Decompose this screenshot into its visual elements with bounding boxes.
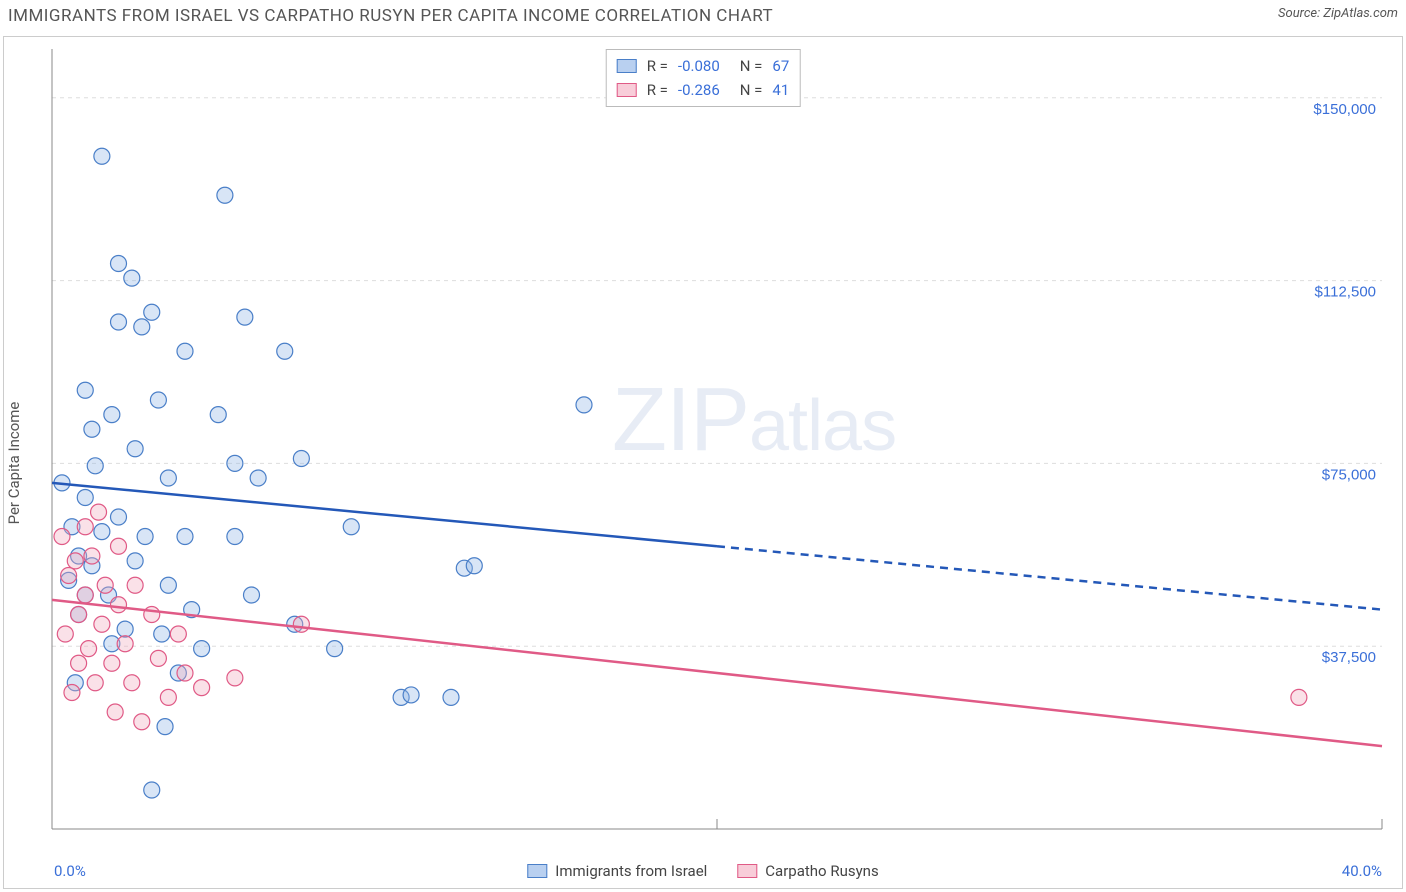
svg-text:$150,000: $150,000 bbox=[1313, 101, 1376, 118]
legend-series: Immigrants from Israel Carpatho Rusyns bbox=[527, 862, 878, 880]
title-bar: IMMIGRANTS FROM ISRAEL VS CARPATHO RUSYN… bbox=[0, 0, 1406, 32]
r-value-israel: -0.080 bbox=[678, 57, 720, 75]
y-axis-label: Per Capita Income bbox=[5, 401, 23, 524]
legend-item-israel: Immigrants from Israel bbox=[527, 862, 707, 880]
legend-stats: R = -0.080 N = 67 R = -0.286 N = 41 bbox=[606, 49, 801, 107]
legend-label-israel: Immigrants from Israel bbox=[555, 862, 707, 880]
x-axis-max-label: 40.0% bbox=[1342, 862, 1382, 880]
svg-text:$37,500: $37,500 bbox=[1322, 649, 1376, 666]
x-axis-min-label: 0.0% bbox=[54, 862, 86, 880]
legend-label-rusyn: Carpatho Rusyns bbox=[765, 862, 878, 880]
chart-svg: $37,500 $75,000 $112,500 $150,000 bbox=[52, 49, 1382, 829]
n-value-rusyn: 41 bbox=[772, 81, 789, 99]
svg-text:$112,500: $112,500 bbox=[1315, 284, 1376, 301]
source-attribution: Source: ZipAtlas.com bbox=[1278, 6, 1398, 21]
legend-stats-row-israel: R = -0.080 N = 67 bbox=[617, 54, 790, 78]
chart-frame: Per Capita Income $37,500 $75,000 $112,500… bbox=[3, 36, 1403, 889]
plot-area: $37,500$75,000$112,500$150,000 ZIPatlas bbox=[52, 49, 1382, 829]
legend-item-rusyn: Carpatho Rusyns bbox=[737, 862, 878, 880]
svg-text:$75,000: $75,000 bbox=[1322, 466, 1376, 483]
legend-swatch-rusyn bbox=[617, 83, 637, 97]
legend-stats-row-rusyn: R = -0.286 N = 41 bbox=[617, 78, 790, 102]
chart-title: IMMIGRANTS FROM ISRAEL VS CARPATHO RUSYN… bbox=[8, 6, 773, 26]
legend-swatch-israel bbox=[527, 864, 547, 878]
legend-swatch-israel bbox=[617, 59, 637, 73]
legend-swatch-rusyn bbox=[737, 864, 757, 878]
r-value-rusyn: -0.286 bbox=[678, 81, 720, 99]
n-value-israel: 67 bbox=[772, 57, 789, 75]
